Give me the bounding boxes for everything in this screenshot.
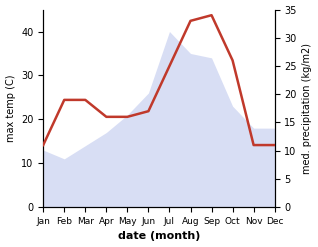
- Y-axis label: med. precipitation (kg/m2): med. precipitation (kg/m2): [302, 43, 313, 174]
- X-axis label: date (month): date (month): [118, 231, 200, 242]
- Y-axis label: max temp (C): max temp (C): [5, 75, 16, 142]
